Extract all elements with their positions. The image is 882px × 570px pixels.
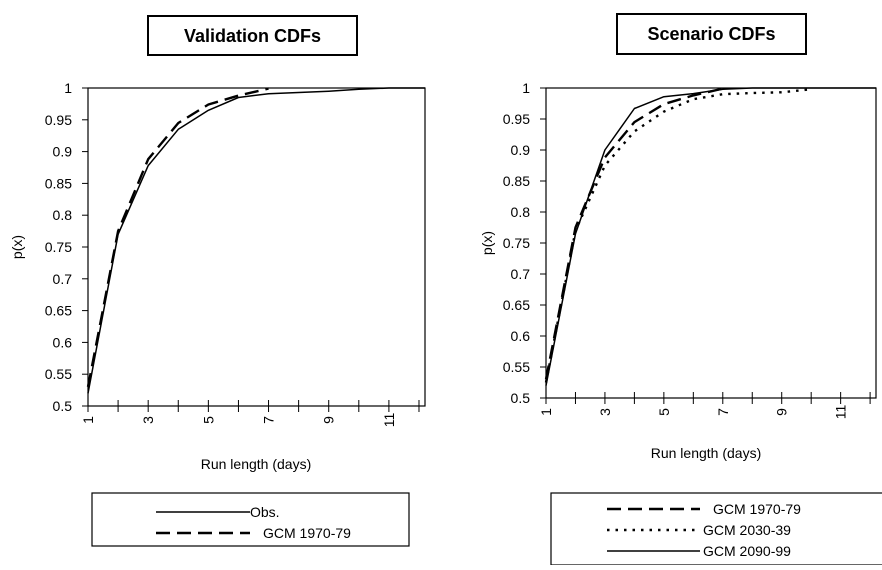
y-tick-label: 0.5 — [511, 390, 531, 406]
legend-label-gcm-2030-39: GCM 2030-39 — [703, 522, 791, 538]
scenario-legend — [550, 492, 882, 566]
x-tick-label: 9 — [321, 416, 337, 424]
y-tick-label: 0.9 — [53, 144, 73, 160]
y-tick-label: 0.95 — [45, 112, 72, 128]
x-tick-label: 11 — [381, 413, 397, 428]
validation-plot-area — [87, 87, 426, 407]
scenario-title-box — [616, 13, 807, 55]
legend-label-gcm-1970-79: GCM 1970-79 — [263, 525, 351, 541]
y-tick-label: 0.65 — [45, 303, 72, 319]
y-tick-label: 0.65 — [503, 297, 530, 313]
x-tick-label: 7 — [261, 416, 277, 424]
y-tick-label: 0.55 — [503, 359, 530, 375]
validation-title-box — [147, 15, 358, 56]
legend-label-gcm-2090-99: GCM 2090-99 — [703, 543, 791, 559]
validation-ylabel: p(x) — [9, 235, 25, 259]
y-tick-label: 0.5 — [53, 398, 73, 414]
x-tick-label: 11 — [833, 405, 849, 420]
x-tick-label: 7 — [715, 408, 731, 416]
scenario-ylabel: p(x) — [479, 231, 495, 255]
series-line-obs — [87, 87, 425, 394]
validation-xlabel: Run length (days) — [201, 456, 312, 472]
y-tick-label: 1 — [522, 80, 530, 96]
x-tick-label: 1 — [538, 408, 554, 416]
validation-legend — [91, 492, 410, 547]
scenario-cdfs-panel: Scenario CDFs 0.5 0.55 0.6 0.65 0.7 0.75 0.8 0.… — [479, 13, 882, 566]
scenario-plot-area — [545, 87, 877, 399]
y-tick-label: 0.8 — [53, 207, 73, 223]
y-tick-label: 0.85 — [503, 173, 530, 189]
series-line-gcm-1970-79 — [86, 87, 269, 388]
y-tick-label: 0.55 — [45, 366, 72, 382]
scenario-series — [544, 87, 876, 386]
legend-label-obs: Obs. — [250, 504, 280, 520]
y-tick-label: 0.75 — [503, 235, 530, 251]
validation-cdfs-panel: Validation CDFs 0.5 0.55 0.6 0.65 0.7 0.75 0.8… — [9, 15, 426, 547]
x-tick-label: 5 — [200, 416, 216, 424]
y-tick-label: 0.75 — [45, 239, 72, 255]
y-tick-label: 0.6 — [53, 334, 73, 350]
x-tick-label: 1 — [80, 416, 96, 424]
validation-title: Validation CDFs — [184, 26, 321, 46]
x-tick-label: 9 — [774, 408, 790, 416]
y-tick-label: 0.6 — [511, 328, 531, 344]
y-tick-label: 1 — [64, 80, 72, 96]
legend-label-gcm-1970-79: GCM 1970-79 — [713, 501, 801, 517]
series-line-gcm-1970-79 — [544, 87, 724, 380]
x-tick-label: 5 — [656, 408, 672, 416]
y-tick-label: 0.95 — [503, 111, 530, 127]
validation-series — [86, 87, 425, 394]
scenario-xlabel: Run length (days) — [651, 445, 762, 461]
series-line-gcm-2090-99 — [545, 87, 876, 386]
y-tick-label: 0.7 — [53, 271, 73, 287]
x-tick-label: 3 — [597, 408, 613, 416]
y-tick-label: 0.7 — [511, 266, 531, 282]
y-tick-label: 0.8 — [511, 204, 531, 220]
x-tick-label: 3 — [140, 416, 156, 424]
y-tick-label: 0.9 — [511, 142, 531, 158]
scenario-title: Scenario CDFs — [647, 24, 775, 44]
y-tick-label: 0.85 — [45, 175, 72, 191]
